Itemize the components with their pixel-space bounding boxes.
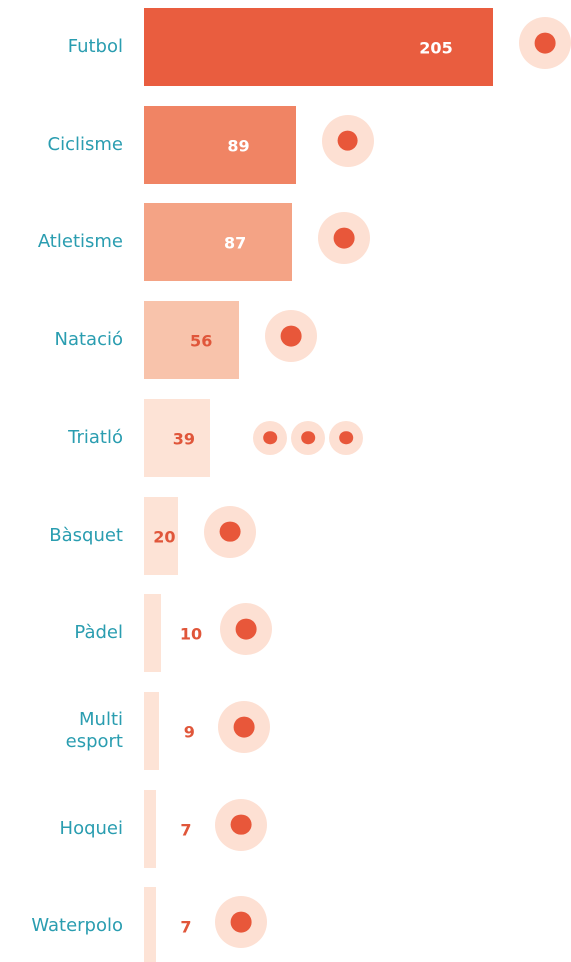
value-label: 89 xyxy=(227,136,250,156)
category-label: Bàsquet xyxy=(49,524,123,546)
value-label: 9 xyxy=(183,722,195,742)
sport-icon xyxy=(204,505,257,558)
bar xyxy=(144,8,493,86)
sport-icon xyxy=(214,798,267,851)
bar xyxy=(144,496,179,575)
bar xyxy=(144,594,162,673)
sport-icon xyxy=(253,420,288,455)
bar xyxy=(144,203,293,282)
sport-icon xyxy=(318,212,371,265)
category-label: Triatló xyxy=(68,426,123,448)
category-label: Atletisme xyxy=(37,231,123,253)
sport-icon xyxy=(218,700,271,753)
sport-icon xyxy=(265,310,318,363)
bar xyxy=(144,789,156,868)
value-label: 7 xyxy=(180,820,192,840)
sport-icon xyxy=(329,420,364,455)
category-label: Pàdel xyxy=(74,622,123,644)
sport-icon xyxy=(214,896,267,949)
value-label: 39 xyxy=(172,429,195,449)
value-label: 205 xyxy=(419,38,453,58)
category-label: Futbol xyxy=(67,36,123,57)
bar xyxy=(144,887,156,962)
sport-icon xyxy=(321,114,374,167)
sport-icon xyxy=(519,17,571,69)
category-label: Hoquei xyxy=(59,817,123,839)
value-label: 10 xyxy=(179,624,203,644)
value-label: 7 xyxy=(180,917,192,937)
sport-icon xyxy=(220,603,273,656)
bar xyxy=(144,691,160,770)
category-label: Natació xyxy=(54,329,124,351)
sport-icon xyxy=(291,420,326,455)
category-label: Waterpolo xyxy=(31,915,123,937)
bar xyxy=(144,398,211,477)
value-label: 20 xyxy=(153,527,176,546)
value-label: 87 xyxy=(223,233,247,253)
category-label: Ciclisme xyxy=(47,133,123,155)
value-label: 56 xyxy=(190,331,213,351)
bar xyxy=(144,301,240,380)
bar xyxy=(144,105,296,184)
category-label: Multi esport xyxy=(65,708,123,752)
